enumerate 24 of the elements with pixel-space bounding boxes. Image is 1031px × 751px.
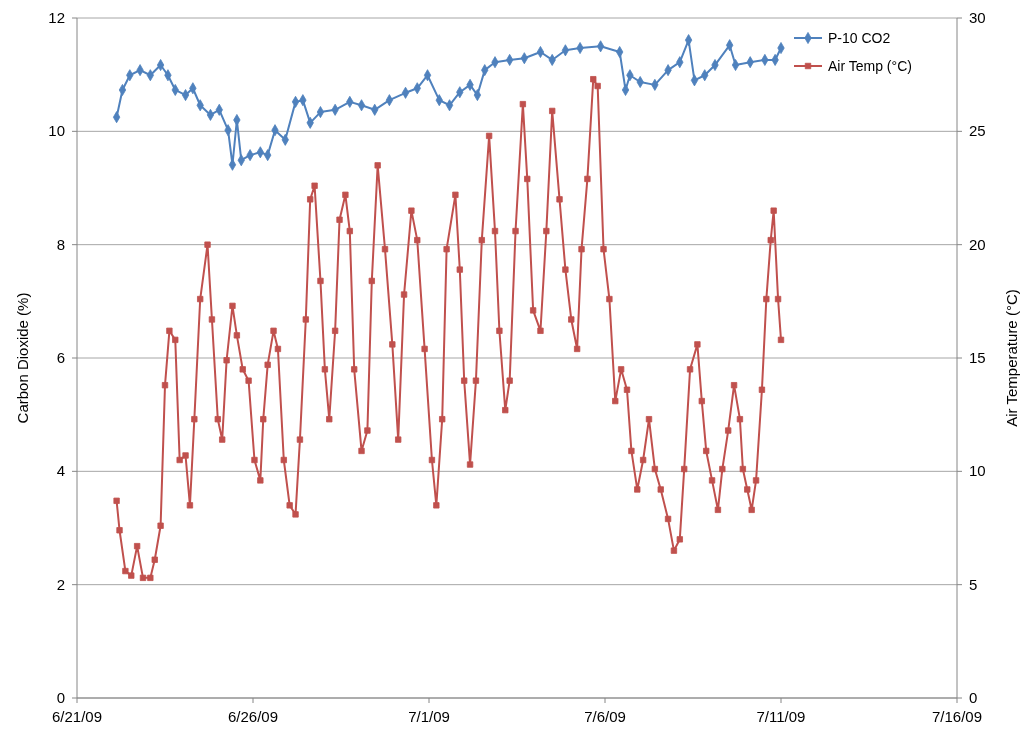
y2-tick-label: 10 — [969, 462, 986, 480]
y-tick-label: 12 — [48, 9, 65, 26]
y2-tick-label: 5 — [969, 575, 978, 593]
y2-tick-label: 30 — [969, 9, 986, 26]
y-tick-label: 6 — [56, 349, 65, 366]
y2-tick-label: 25 — [969, 122, 986, 140]
x-tick-label: 7/11/09 — [756, 708, 806, 725]
y-axis-title: Carbon Dioxide (%) — [14, 292, 31, 424]
y-tick-label: 2 — [56, 575, 65, 593]
x-tick-label: 7/6/09 — [584, 708, 626, 725]
x-tick-label: 7/1/09 — [408, 708, 450, 725]
y2-tick-label: 15 — [969, 349, 986, 366]
x-tick-label: 7/16/09 — [931, 708, 983, 725]
legend-label: P-10 CO2 — [828, 30, 891, 46]
y2-tick-label: 20 — [969, 235, 986, 253]
y-tick-label: 0 — [56, 689, 65, 706]
x-tick-label: 6/21/09 — [51, 708, 103, 725]
y2-tick-label: 0 — [969, 689, 978, 706]
y-tick-label: 10 — [48, 122, 65, 140]
y-tick-label: 4 — [56, 462, 65, 480]
legend-label: Air Temp (°C) — [828, 58, 912, 74]
y2-axis-title: Air Temperature (°C) — [1003, 289, 1020, 427]
y-tick-label: 8 — [56, 235, 65, 253]
x-tick-label: 6/26/09 — [227, 708, 279, 725]
